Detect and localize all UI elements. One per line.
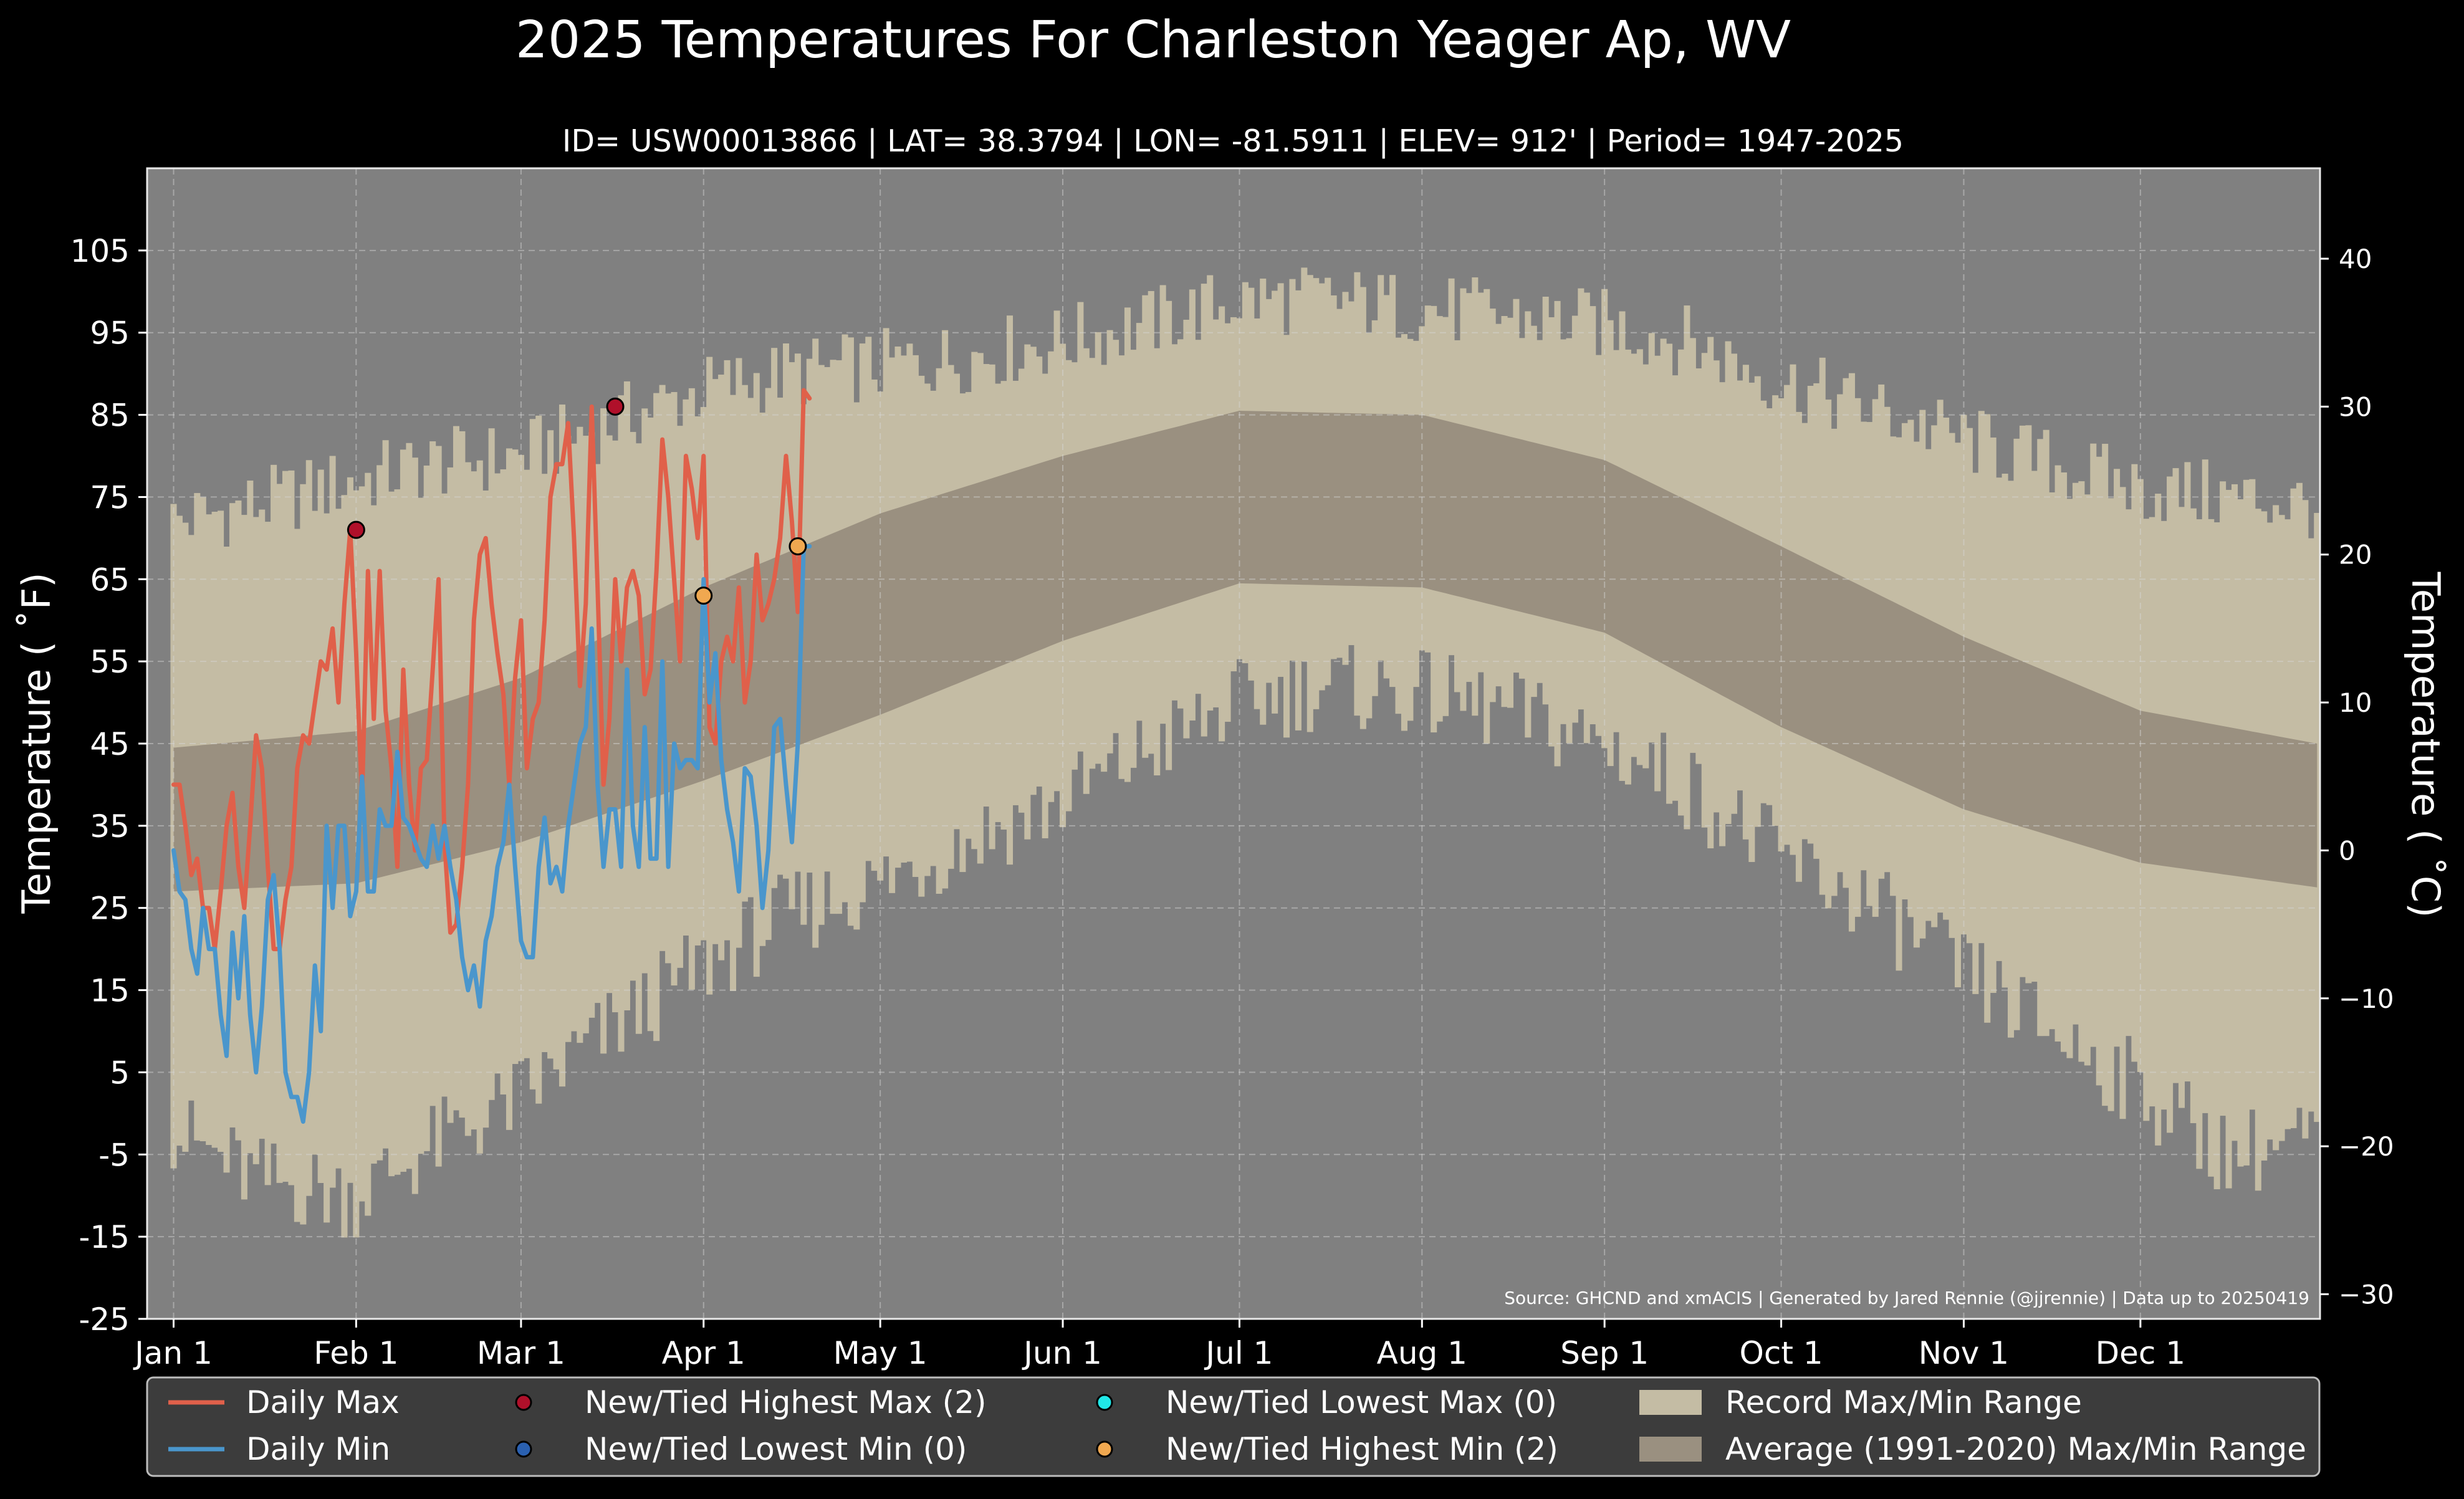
- normal-range-band: [173, 411, 2318, 892]
- y-tick-label: -5: [98, 1137, 130, 1173]
- y-axis-label-f: Temperature ( ˚F): [14, 572, 59, 914]
- y2-tick-label: 30: [2339, 391, 2372, 422]
- y-tick-label: -25: [79, 1301, 130, 1338]
- legend-item-record-max-min-range: Record Max/Min Range: [1639, 1384, 2082, 1420]
- y2-tick-label: −30: [2339, 1279, 2394, 1310]
- new-tied-highest-min-marker: [694, 587, 713, 605]
- x-tick-label: Oct 1: [1740, 1335, 1823, 1371]
- legend-item-new-tied-highest-max-2: New/Tied Highest Max (2): [515, 1384, 987, 1420]
- legend-patch-swatch: [1639, 1437, 1702, 1462]
- legend-item-daily-min: Daily Min: [168, 1431, 390, 1467]
- y2-tick-label: −10: [2339, 984, 2394, 1014]
- x-tick-label: Sep 1: [1560, 1335, 1649, 1371]
- y2-tick-label: 0: [2339, 835, 2356, 866]
- y-tick-label: 5: [110, 1055, 130, 1091]
- new-tied-highest-min-marker: [789, 537, 807, 556]
- x-tick-label: May 1: [833, 1335, 928, 1371]
- legend-label: Record Max/Min Range: [1725, 1384, 2082, 1420]
- y-tick-label: 95: [90, 315, 130, 352]
- x-tick-label: Jun 1: [1022, 1335, 1102, 1371]
- y-axis-label-c: Temperature ( ˚C): [2403, 572, 2448, 918]
- legend-item-average-1991-2020-max-min-range: Average (1991-2020) Max/Min Range: [1639, 1431, 2306, 1467]
- y-tick-label: 105: [70, 233, 130, 269]
- legend-dot-swatch: [515, 1440, 532, 1458]
- y-tick-label: 45: [90, 726, 130, 762]
- legend-dot-swatch: [1096, 1440, 1113, 1458]
- x-tick-label: Jan 1: [133, 1335, 213, 1371]
- legend: Daily Max Daily Min New/Tied Highest Max (…: [146, 1376, 2321, 1477]
- legend-label: Daily Min: [246, 1431, 390, 1467]
- legend-dot-swatch: [515, 1394, 532, 1411]
- x-tick-label: Apr 1: [662, 1335, 745, 1371]
- plot-area: [146, 167, 2321, 1320]
- x-tick-label: Aug 1: [1377, 1335, 1467, 1371]
- legend-dot-swatch: [1096, 1394, 1113, 1411]
- y-tick-label: -15: [79, 1219, 130, 1255]
- daily-min-line: [171, 544, 812, 1124]
- y2-tick-label: 20: [2339, 540, 2372, 570]
- legend-label: New/Tied Highest Max (2): [585, 1384, 987, 1420]
- legend-label: New/Tied Highest Min (2): [1166, 1431, 1558, 1467]
- x-tick-label: Feb 1: [314, 1335, 398, 1371]
- legend-label: Average (1991-2020) Max/Min Range: [1725, 1431, 2306, 1467]
- y-tick-label: 15: [90, 973, 130, 1009]
- y-tick-label: 25: [90, 891, 130, 927]
- x-tick-label: Jul 1: [1204, 1335, 1273, 1371]
- x-tick-label: Dec 1: [2096, 1335, 2185, 1371]
- y-tick-label: 85: [90, 398, 130, 434]
- legend-label: New/Tied Lowest Max (0): [1166, 1384, 1557, 1420]
- legend-item-new-tied-lowest-min-0: New/Tied Lowest Min (0): [515, 1431, 967, 1467]
- new-tied-highest-max-marker: [347, 520, 365, 539]
- y2-tick-label: 10: [2339, 687, 2372, 718]
- y2-tick-label: −20: [2339, 1131, 2394, 1162]
- y-tick-label: 65: [90, 562, 130, 598]
- legend-label: New/Tied Lowest Min (0): [585, 1431, 967, 1467]
- legend-item-daily-max: Daily Max: [168, 1384, 400, 1420]
- source-note: Source: GHCND and xmACIS | Generated by …: [1504, 1288, 2309, 1308]
- x-tick-label: Nov 1: [1919, 1335, 2009, 1371]
- legend-item-new-tied-lowest-max-0: New/Tied Lowest Max (0): [1096, 1384, 1557, 1420]
- chart-subtitle: ID= USW00013866 | LAT= 38.3794 | LON= -8…: [562, 123, 1904, 159]
- legend-patch-swatch: [1639, 1390, 1702, 1415]
- y-tick-label: 55: [90, 644, 130, 680]
- legend-label: Daily Max: [246, 1384, 400, 1420]
- y2-tick-label: 40: [2339, 244, 2372, 274]
- legend-box: [146, 1376, 2321, 1477]
- chart-title: 2025 Temperatures For Charleston Yeager …: [515, 11, 1791, 70]
- new-tied-highest-max-marker: [606, 397, 625, 416]
- y-tick-label: 35: [90, 808, 130, 845]
- legend-item-new-tied-highest-min-2: New/Tied Highest Min (2): [1096, 1431, 1558, 1467]
- x-tick-label: Mar 1: [477, 1335, 565, 1371]
- y-tick-label: 75: [90, 479, 130, 515]
